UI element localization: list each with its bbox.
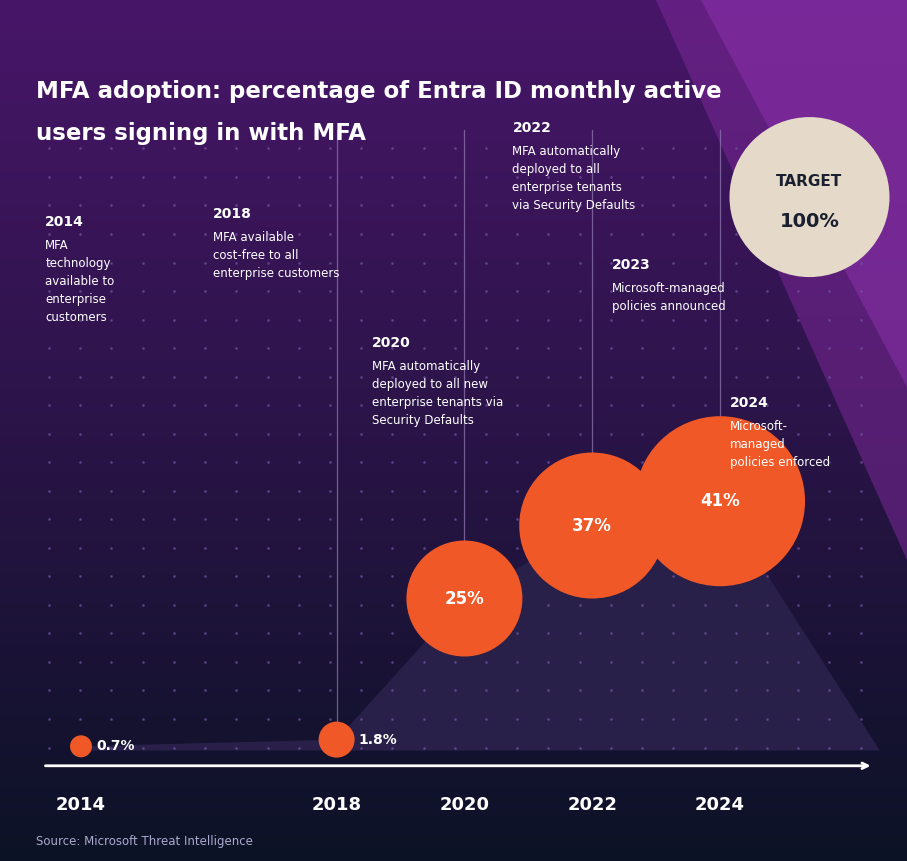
- Polygon shape: [36, 501, 880, 751]
- Text: 2014: 2014: [56, 796, 106, 815]
- Text: TARGET: TARGET: [776, 174, 843, 189]
- Text: 0.7%: 0.7%: [96, 740, 134, 753]
- Text: MFA available
cost-free to all
enterprise customers: MFA available cost-free to all enterpris…: [213, 231, 339, 280]
- Text: 2020: 2020: [372, 336, 411, 350]
- Text: MFA
technology
available to
enterprise
customers: MFA technology available to enterprise c…: [45, 239, 114, 325]
- Polygon shape: [701, 0, 907, 387]
- Text: 2023: 2023: [612, 258, 651, 272]
- Polygon shape: [656, 0, 907, 560]
- Text: Microsoft-managed
policies announced: Microsoft-managed policies announced: [612, 282, 726, 313]
- Text: 2022: 2022: [512, 121, 551, 134]
- Text: 2018: 2018: [213, 207, 252, 220]
- Text: 37%: 37%: [572, 517, 612, 535]
- Text: MFA automatically
deployed to all new
enterprise tenants via
Security Defaults: MFA automatically deployed to all new en…: [372, 360, 503, 427]
- Text: 100%: 100%: [779, 212, 840, 231]
- Text: 1.8%: 1.8%: [358, 733, 397, 746]
- Text: users signing in with MFA: users signing in with MFA: [36, 121, 366, 145]
- Text: MFA adoption: percentage of Entra ID monthly active: MFA adoption: percentage of Entra ID mon…: [36, 80, 722, 103]
- Text: 41%: 41%: [700, 492, 740, 511]
- Text: 2022: 2022: [567, 796, 618, 815]
- Text: 2020: 2020: [439, 796, 490, 815]
- Text: Microsoft-
managed
policies enforced: Microsoft- managed policies enforced: [730, 420, 830, 469]
- Text: 2018: 2018: [312, 796, 362, 815]
- Text: 2014: 2014: [45, 215, 84, 229]
- Text: Source: Microsoft Threat Intelligence: Source: Microsoft Threat Intelligence: [36, 835, 253, 848]
- Text: 2024: 2024: [730, 396, 769, 410]
- Text: 25%: 25%: [444, 590, 484, 608]
- Text: MFA automatically
deployed to all
enterprise tenants
via Security Defaults: MFA automatically deployed to all enterp…: [512, 145, 636, 212]
- Text: 2024: 2024: [695, 796, 745, 815]
